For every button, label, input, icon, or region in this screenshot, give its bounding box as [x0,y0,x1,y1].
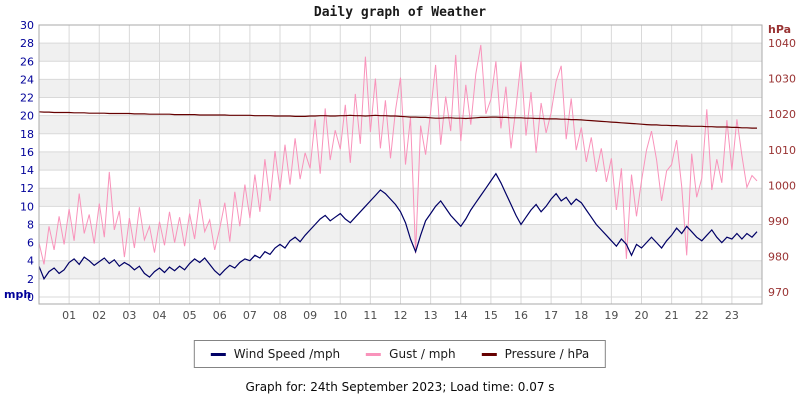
x-axis-tick-label: 22 [695,309,709,322]
pressure-line [38,111,757,129]
right-axis-tick-label: 1030 [768,73,796,86]
x-axis-tick-label: 18 [574,309,588,322]
gust-line [38,44,758,265]
right-axis-unit-label: hPa [768,23,792,36]
x-axis-tick-label: 13 [424,309,438,322]
left-axis-tick-label: 8 [27,218,34,231]
x-axis-tick-label: 17 [544,309,558,322]
x-axis-tick-label: 02 [92,309,106,322]
left-axis-tick-label: 28 [20,37,34,50]
right-axis-tick-label: 1010 [768,144,796,157]
left-axis-tick-label: 12 [20,182,34,195]
x-axis-tick-label: 07 [243,309,257,322]
chart-title: Daily graph of Weather [313,5,487,20]
left-axis-tick-label: 4 [27,255,34,268]
pressure-swatch-icon [481,352,497,356]
x-axis-tick-label: 09 [303,309,317,322]
right-axis-tick-label: 970 [768,286,789,299]
left-axis-tick-label: 24 [20,73,34,86]
left-axis-tick-label: 20 [20,110,34,123]
left-axis-unit-label: mph [4,288,32,301]
x-axis-tick-label: 16 [514,309,528,322]
legend-label-gust: Gust / mph [389,347,456,361]
left-axis-tick-label: 22 [20,92,34,105]
right-axis-tick-label: 1040 [768,37,796,50]
gust-swatch-icon [366,352,382,356]
wind-speed-line [38,172,758,281]
legend-item-gust: Gust / mph [366,347,456,361]
left-axis-tick-label: 16 [20,146,34,159]
x-axis-tick-label: 08 [273,309,287,322]
right-axis-tick-label: 980 [768,250,789,263]
legend-item-pressure: Pressure / hPa [481,347,590,361]
x-axis-tick-label: 14 [454,309,468,322]
x-axis-tick-label: 21 [665,309,679,322]
left-axis-tick-label: 6 [27,237,34,250]
x-axis-tick-label: 23 [725,309,739,322]
right-axis-tick-label: 990 [768,215,789,228]
right-axis-tick-label: 1000 [768,179,796,192]
wind-speed-swatch-icon [210,352,226,356]
legend: Wind Speed /mph Gust / mph Pressure / hP… [193,340,607,368]
footer-text: Graph for: 24th September 2023; Load tim… [245,380,555,394]
left-axis-tick-label: 14 [20,164,34,177]
right-axis-tick-label: 1020 [768,108,796,121]
x-axis-tick-label: 15 [484,309,498,322]
x-axis-tick-label: 01 [62,309,76,322]
x-axis-tick-label: 04 [153,309,167,322]
left-axis-tick-label: 18 [20,128,34,141]
left-axis-tick-label: 0 [27,291,34,304]
left-axis-tick-label: 26 [20,55,34,68]
x-axis-tick-label: 06 [213,309,227,322]
weather-chart-svg: 3028262422201816141210864201040103010201… [20,19,796,322]
left-axis-tick-label: 2 [27,273,34,286]
x-axis-tick-label: 11 [363,309,377,322]
left-axis-tick-label: 10 [20,200,34,213]
x-axis-tick-label: 12 [394,309,408,322]
plot-border [38,24,763,305]
legend-label-pressure: Pressure / hPa [504,347,590,361]
left-axis-tick-label: 30 [20,19,34,32]
x-axis-tick-label: 19 [604,309,618,322]
legend-label-wind-speed: Wind Speed /mph [233,347,341,361]
x-axis-tick-label: 20 [635,309,649,322]
x-axis-tick-label: 10 [333,309,347,322]
legend-item-wind-speed: Wind Speed /mph [210,347,341,361]
x-axis-tick-label: 03 [122,309,136,322]
x-axis-tick-label: 05 [183,309,197,322]
